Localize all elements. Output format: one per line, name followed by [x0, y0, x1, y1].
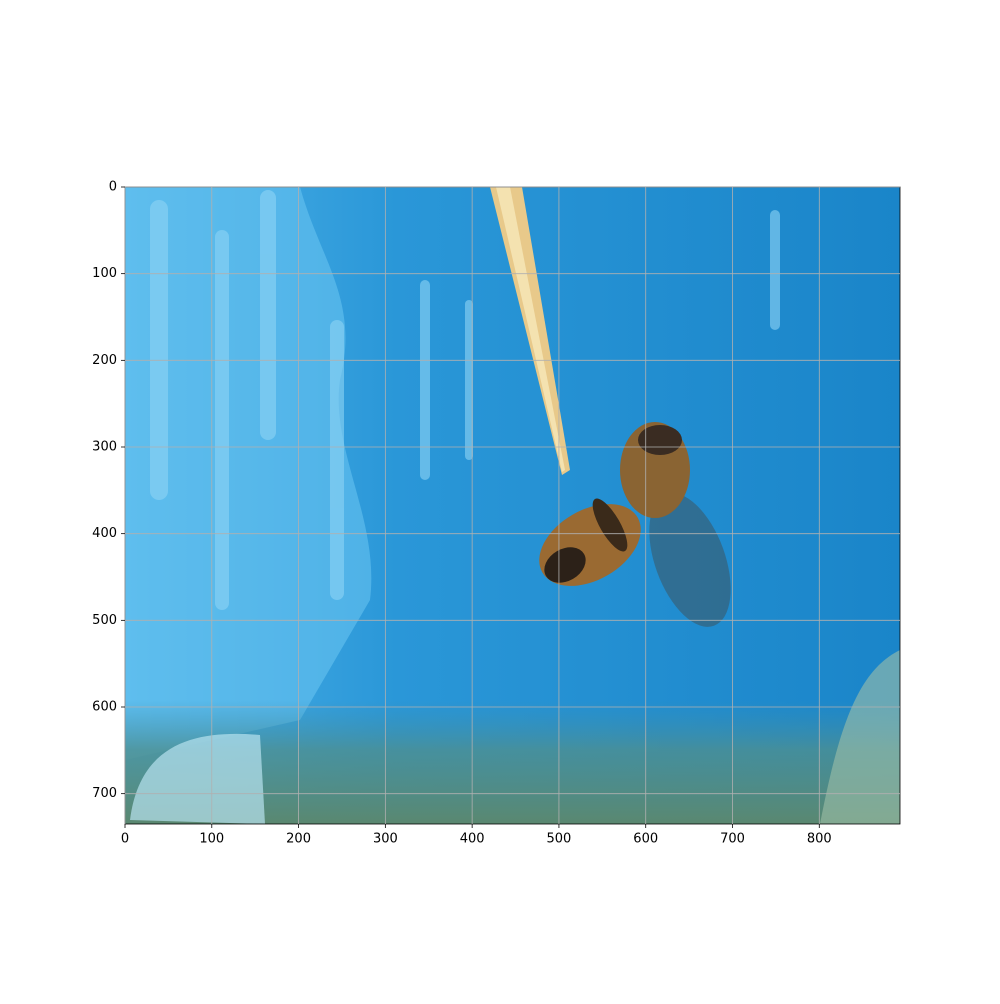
y-tick-label: 600: [92, 700, 117, 715]
x-tick-label: 700: [720, 832, 745, 847]
y-tick-label: 400: [92, 526, 117, 541]
x-tick-label: 300: [373, 832, 398, 847]
y-tick-label: 100: [92, 266, 117, 281]
x-tick-label: 200: [286, 832, 311, 847]
y-tick-label: 0: [109, 180, 117, 195]
x-tick-label: 0: [121, 832, 129, 847]
x-tick-label: 800: [807, 832, 832, 847]
photo: [125, 187, 900, 824]
y-tick-label: 300: [92, 440, 117, 455]
x-tick-label: 400: [460, 832, 485, 847]
x-tick-label: 600: [633, 832, 658, 847]
x-tick-label: 500: [547, 832, 572, 847]
y-tick-label: 500: [92, 613, 117, 628]
y-tick-label: 200: [92, 353, 117, 368]
x-tick-label: 100: [199, 832, 224, 847]
y-tick-label: 700: [92, 786, 117, 801]
